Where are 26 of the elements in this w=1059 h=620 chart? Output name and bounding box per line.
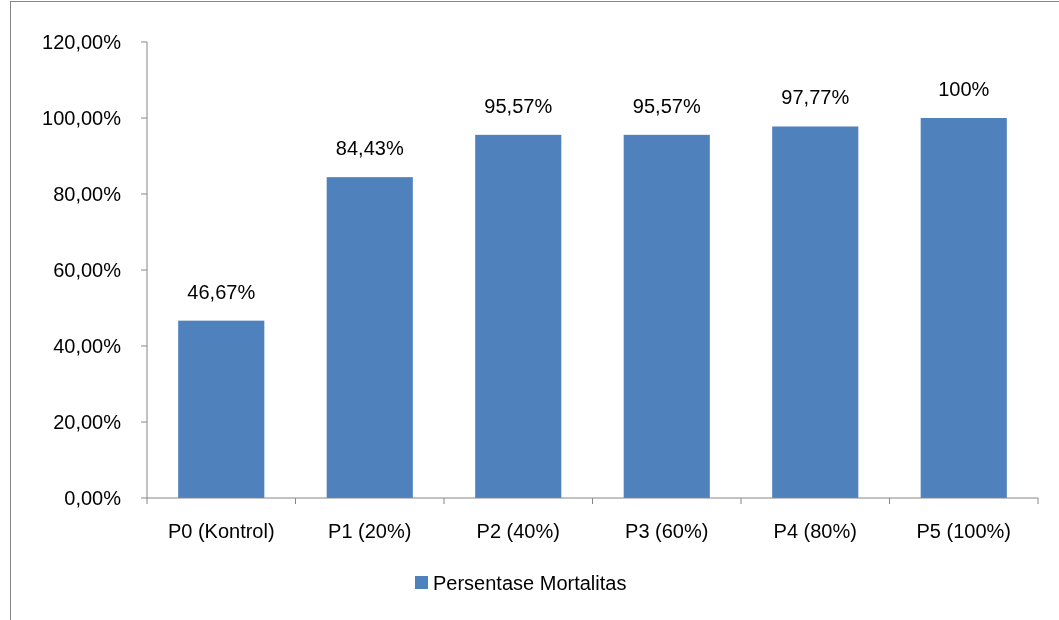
bar bbox=[326, 177, 413, 498]
y-tick-label: 100,00% bbox=[42, 107, 122, 129]
bar bbox=[178, 320, 265, 498]
data-label: 95,57% bbox=[632, 94, 701, 117]
x-tick-label: P3 (60%) bbox=[625, 520, 709, 542]
legend-label: Persentase Mortalitas bbox=[433, 572, 627, 594]
bar bbox=[772, 126, 859, 498]
y-tick-label: 40,00% bbox=[53, 335, 122, 357]
data-label: 100% bbox=[938, 78, 990, 100]
y-tick-label: 80,00% bbox=[53, 183, 122, 205]
data-label: 46,67% bbox=[187, 280, 256, 303]
x-tick-label: P1 (20%) bbox=[328, 520, 412, 542]
x-tick-label: P4 (80%) bbox=[773, 520, 857, 542]
x-tick-label: P5 (100%) bbox=[916, 520, 1011, 542]
y-tick-label: 120,00% bbox=[42, 31, 122, 53]
bar bbox=[920, 118, 1007, 498]
x-tick-label: P0 (Kontrol) bbox=[167, 520, 275, 542]
y-tick-label: 20,00% bbox=[53, 411, 122, 433]
data-label: 84,43% bbox=[335, 137, 404, 160]
bar bbox=[623, 134, 710, 498]
y-tick-label: 60,00% bbox=[53, 259, 122, 281]
data-label: 97,77% bbox=[781, 86, 850, 109]
x-tick-label: P2 (40%) bbox=[476, 520, 560, 542]
bar bbox=[475, 134, 562, 498]
data-label: 95,57% bbox=[484, 94, 553, 117]
y-tick-label: 0,00% bbox=[64, 487, 122, 509]
